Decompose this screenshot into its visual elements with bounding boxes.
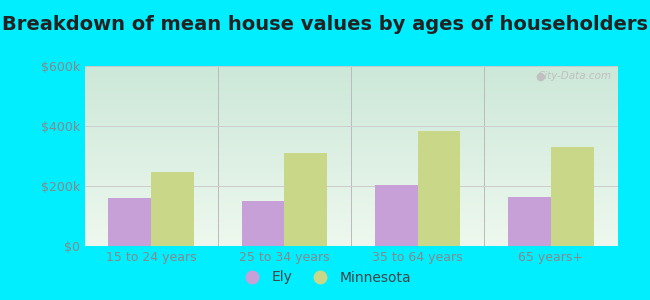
Bar: [551, 147, 593, 246]
Bar: [508, 197, 551, 246]
Bar: [109, 198, 151, 246]
Bar: [151, 172, 194, 246]
Bar: [375, 184, 417, 246]
Text: Breakdown of mean house values by ages of householders: Breakdown of mean house values by ages o…: [2, 15, 648, 34]
Bar: [285, 153, 327, 246]
Legend: Ely, Minnesota: Ely, Minnesota: [233, 265, 417, 290]
Text: ●: ●: [536, 71, 545, 81]
Bar: [242, 201, 285, 246]
Bar: [417, 130, 460, 246]
Text: City-Data.com: City-Data.com: [538, 71, 612, 81]
